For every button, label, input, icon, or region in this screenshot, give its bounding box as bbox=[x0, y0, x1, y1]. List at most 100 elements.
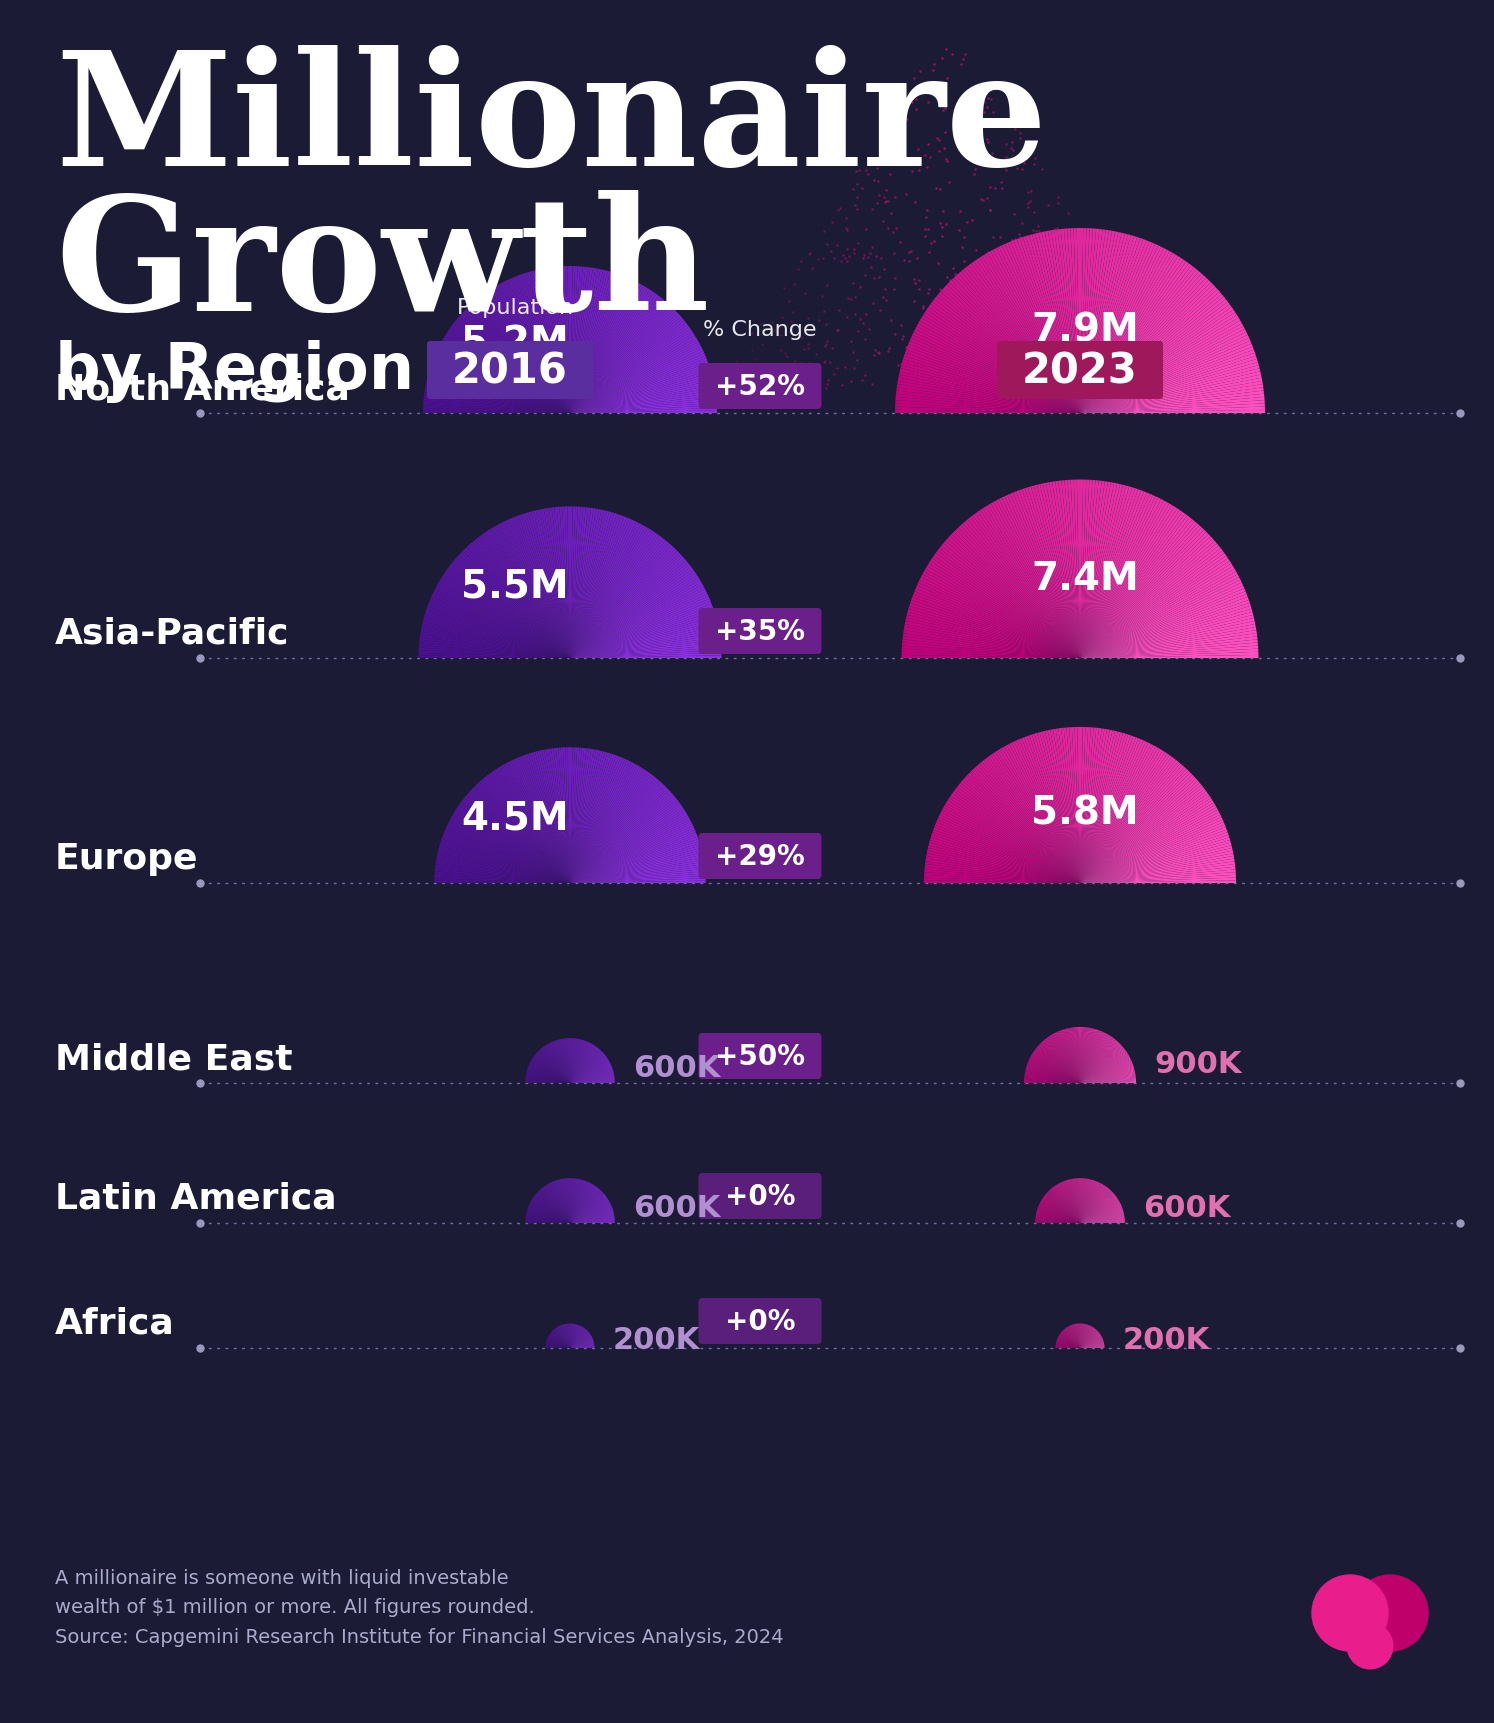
Wedge shape bbox=[569, 748, 581, 884]
Wedge shape bbox=[538, 751, 571, 884]
Wedge shape bbox=[569, 302, 666, 415]
Wedge shape bbox=[1008, 243, 1080, 415]
Wedge shape bbox=[1080, 1027, 1086, 1084]
Wedge shape bbox=[521, 756, 571, 884]
Wedge shape bbox=[1079, 360, 1258, 414]
Wedge shape bbox=[551, 750, 571, 884]
Wedge shape bbox=[1080, 1179, 1089, 1225]
Wedge shape bbox=[526, 1215, 571, 1223]
Wedge shape bbox=[569, 1346, 595, 1349]
Wedge shape bbox=[569, 1327, 580, 1349]
Wedge shape bbox=[569, 1210, 613, 1223]
Wedge shape bbox=[1037, 1046, 1080, 1084]
Wedge shape bbox=[545, 1344, 571, 1349]
Wedge shape bbox=[423, 403, 571, 414]
Wedge shape bbox=[569, 1191, 601, 1223]
Wedge shape bbox=[1044, 1196, 1080, 1223]
Wedge shape bbox=[553, 1042, 571, 1084]
Wedge shape bbox=[1080, 488, 1135, 660]
Wedge shape bbox=[1079, 1082, 1135, 1084]
Wedge shape bbox=[1080, 1327, 1091, 1349]
Wedge shape bbox=[1068, 1327, 1080, 1349]
Wedge shape bbox=[1071, 1179, 1080, 1225]
Wedge shape bbox=[1079, 341, 1252, 414]
Wedge shape bbox=[569, 753, 608, 884]
Wedge shape bbox=[569, 781, 660, 884]
Wedge shape bbox=[424, 612, 571, 658]
Wedge shape bbox=[1029, 1060, 1080, 1084]
Wedge shape bbox=[529, 1206, 571, 1223]
Wedge shape bbox=[418, 646, 571, 658]
Wedge shape bbox=[569, 1185, 593, 1223]
Wedge shape bbox=[1032, 1053, 1080, 1084]
Wedge shape bbox=[569, 1191, 601, 1223]
Wedge shape bbox=[526, 1213, 571, 1223]
Wedge shape bbox=[569, 267, 578, 415]
Wedge shape bbox=[542, 1048, 571, 1084]
Wedge shape bbox=[1080, 1032, 1104, 1084]
Wedge shape bbox=[535, 271, 571, 415]
Wedge shape bbox=[1046, 1194, 1080, 1223]
Wedge shape bbox=[548, 1184, 571, 1223]
Wedge shape bbox=[557, 1041, 571, 1084]
Wedge shape bbox=[1056, 1340, 1082, 1349]
Wedge shape bbox=[557, 1180, 571, 1225]
Wedge shape bbox=[1079, 765, 1185, 884]
Wedge shape bbox=[959, 784, 1080, 884]
Wedge shape bbox=[565, 1039, 571, 1084]
Wedge shape bbox=[433, 358, 571, 414]
Wedge shape bbox=[1079, 1063, 1132, 1084]
Wedge shape bbox=[1073, 1325, 1080, 1349]
Wedge shape bbox=[974, 767, 1080, 884]
Wedge shape bbox=[904, 627, 1082, 658]
Wedge shape bbox=[905, 622, 1082, 658]
Wedge shape bbox=[1079, 327, 1245, 414]
Wedge shape bbox=[542, 1187, 571, 1223]
Wedge shape bbox=[559, 507, 571, 660]
Wedge shape bbox=[1028, 488, 1080, 660]
Wedge shape bbox=[1079, 1067, 1134, 1084]
Wedge shape bbox=[929, 843, 1082, 884]
Wedge shape bbox=[1073, 1179, 1080, 1225]
Wedge shape bbox=[569, 844, 701, 884]
Wedge shape bbox=[1079, 879, 1236, 884]
Text: +29%: +29% bbox=[716, 843, 805, 870]
Wedge shape bbox=[1079, 1060, 1131, 1084]
Wedge shape bbox=[454, 320, 571, 415]
Wedge shape bbox=[1043, 1041, 1080, 1084]
Wedge shape bbox=[1079, 584, 1243, 658]
FancyBboxPatch shape bbox=[996, 341, 1162, 400]
Wedge shape bbox=[1058, 729, 1080, 884]
Wedge shape bbox=[1079, 646, 1258, 658]
Wedge shape bbox=[1080, 1030, 1098, 1084]
Wedge shape bbox=[947, 798, 1080, 884]
Wedge shape bbox=[1044, 731, 1080, 884]
Wedge shape bbox=[1079, 1046, 1123, 1084]
Wedge shape bbox=[547, 1044, 571, 1084]
Wedge shape bbox=[1049, 1036, 1080, 1084]
Wedge shape bbox=[1053, 1187, 1080, 1223]
Wedge shape bbox=[953, 531, 1080, 660]
Wedge shape bbox=[569, 1339, 593, 1349]
Wedge shape bbox=[1079, 407, 1265, 414]
Wedge shape bbox=[1047, 1192, 1080, 1223]
Wedge shape bbox=[1035, 1049, 1080, 1084]
Wedge shape bbox=[569, 1346, 595, 1349]
Wedge shape bbox=[424, 398, 571, 414]
Wedge shape bbox=[1080, 1182, 1100, 1225]
Wedge shape bbox=[569, 1325, 577, 1349]
Wedge shape bbox=[524, 274, 571, 415]
Wedge shape bbox=[1079, 870, 1236, 884]
Wedge shape bbox=[569, 274, 616, 415]
Wedge shape bbox=[530, 512, 571, 660]
Wedge shape bbox=[569, 1056, 607, 1084]
Wedge shape bbox=[527, 1067, 571, 1084]
Wedge shape bbox=[569, 789, 669, 884]
Wedge shape bbox=[1080, 241, 1149, 415]
Wedge shape bbox=[916, 327, 1080, 414]
Wedge shape bbox=[917, 584, 1082, 658]
Wedge shape bbox=[484, 777, 571, 884]
Wedge shape bbox=[523, 755, 571, 884]
Wedge shape bbox=[1079, 1340, 1103, 1349]
Wedge shape bbox=[463, 312, 571, 415]
